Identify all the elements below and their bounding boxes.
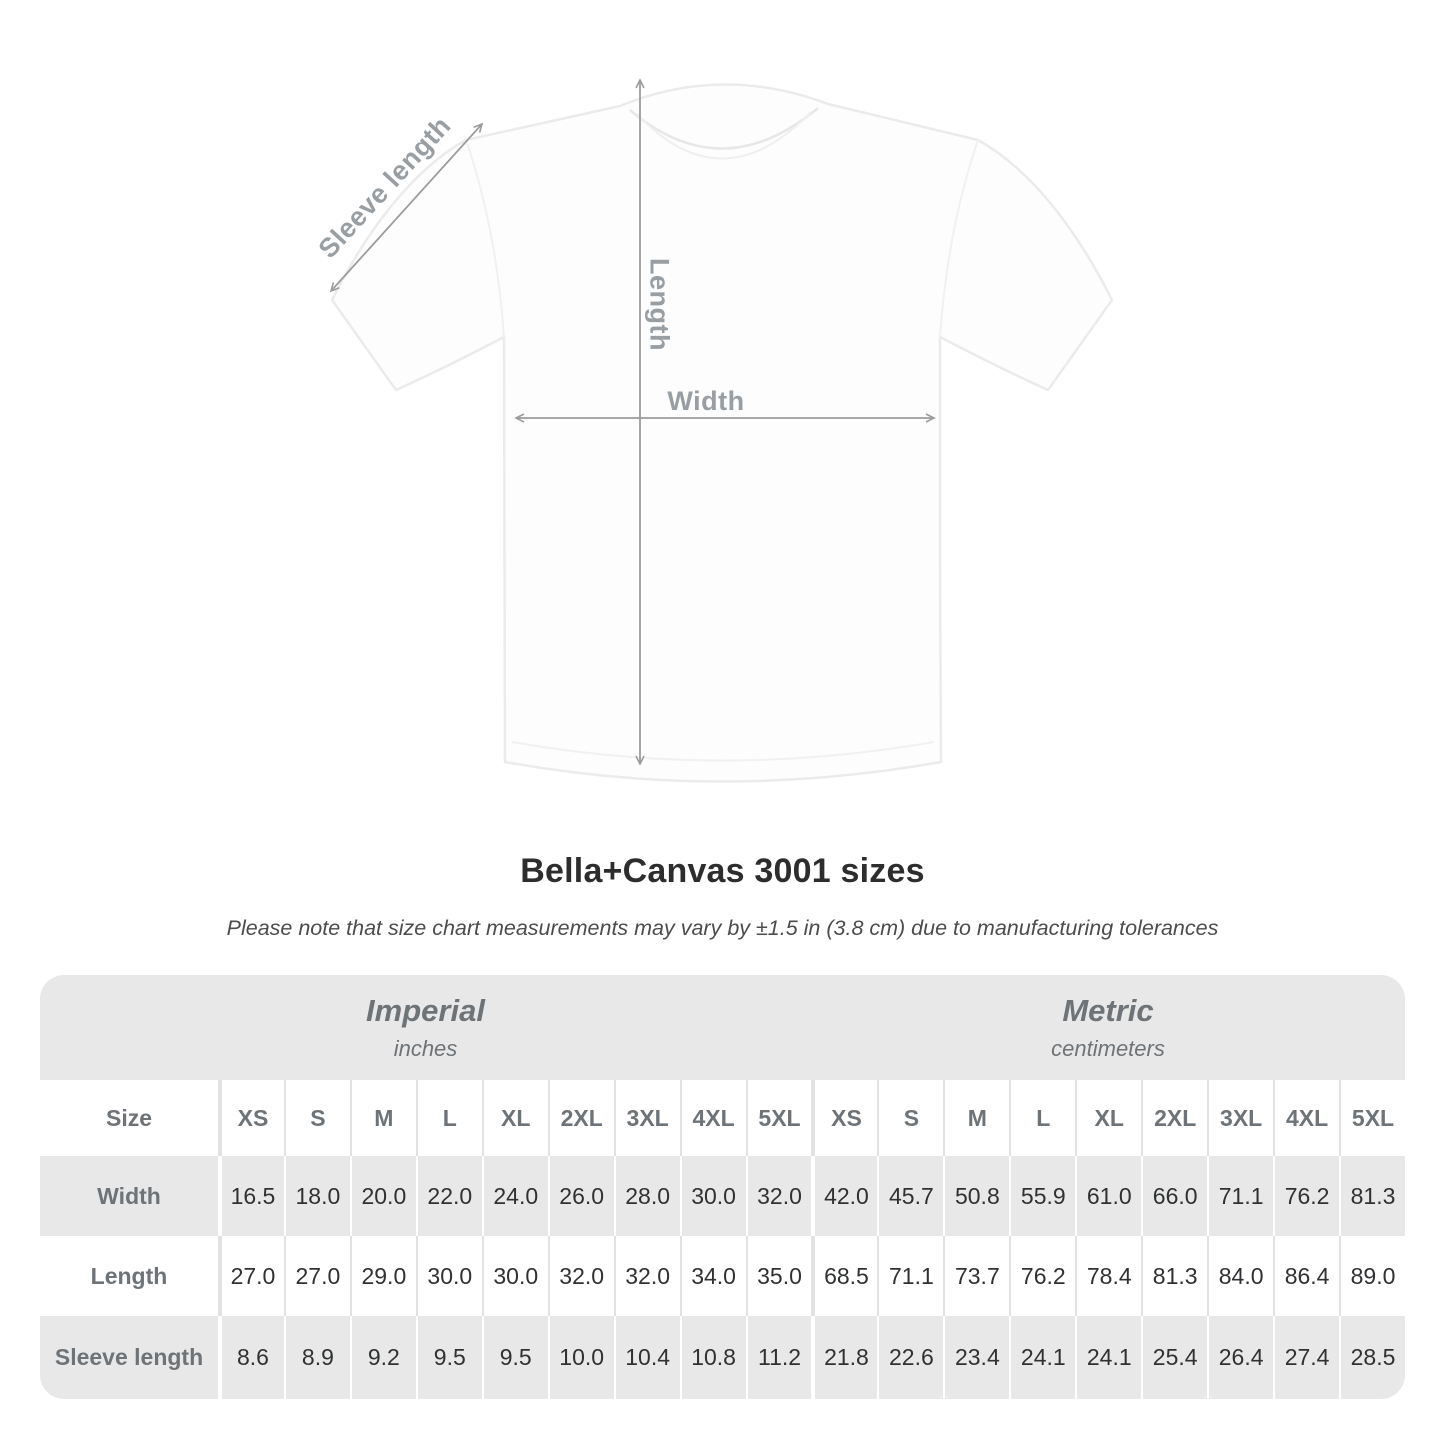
measurement-row-label: Length	[90, 1262, 168, 1289]
measurement-value-cell: 73.7	[943, 1236, 1009, 1316]
size-column-header: M	[943, 1080, 1009, 1156]
sleeve-length-arrow	[329, 122, 484, 293]
imperial-group-header: Imperial inches	[40, 975, 811, 1080]
measurement-value-cell: 32.0	[613, 1236, 680, 1316]
measurement-value-cell: 89.0	[1339, 1236, 1405, 1316]
width-label: Width	[667, 386, 745, 416]
measurement-value-cell: 9.2	[349, 1316, 416, 1399]
measurement-value-cell: 66.0	[1141, 1156, 1207, 1236]
tshirt-image	[329, 78, 1114, 783]
size-column-header: 2XL	[1141, 1080, 1207, 1156]
measurement-value-cell: 21.8	[811, 1316, 877, 1399]
measurement-value-cell: 30.0	[415, 1236, 482, 1316]
metric-group-unit: centimeters	[1051, 1036, 1165, 1061]
measurement-value-cell: 34.0	[679, 1236, 746, 1316]
size-table-grid: Size XS S M L XL 2XL 3XL 4XL 5XL XS S M L XL 2XL 3XL 4XL 5…	[40, 1080, 1405, 1399]
measurement-value-cell: 8.6	[218, 1316, 284, 1399]
measurement-value-cell: 27.4	[1273, 1316, 1339, 1399]
measurement-value-cell: 10.4	[613, 1316, 680, 1399]
measurement-value-cell: 30.0	[481, 1236, 548, 1316]
measurement-value-cell: 29.0	[349, 1236, 416, 1316]
measurement-value-cell: 10.0	[547, 1316, 614, 1399]
size-column-header: 5XL	[1339, 1080, 1405, 1156]
measurement-value-cell: 35.0	[745, 1236, 812, 1316]
measurement-value-cell: 24.0	[481, 1156, 548, 1236]
tolerance-note: Please note that size chart measurements…	[226, 916, 1219, 940]
measurement-value-cell: 22.6	[877, 1316, 943, 1399]
measurement-value-cell: 32.0	[547, 1236, 614, 1316]
measurement-value-cell: 84.0	[1207, 1236, 1273, 1316]
size-column-header: M	[349, 1080, 416, 1156]
table-row: Sleeve length 8.6 8.9 9.2 9.5 9.5 10.0 10.4 10.8…	[40, 1316, 1405, 1399]
size-column-header: S	[877, 1080, 943, 1156]
measurement-value-cell: 9.5	[415, 1316, 482, 1399]
measurement-value-cell: 71.1	[1207, 1156, 1273, 1236]
measurement-value-cell: 28.5	[1339, 1316, 1405, 1399]
table-row: Size XS S M L XL 2XL 3XL 4XL 5XL XS S M L XL 2XL 3XL 4XL 5…	[40, 1080, 1405, 1156]
measurement-value-cell: 27.0	[218, 1236, 284, 1316]
measurement-value-cell: 26.4	[1207, 1316, 1273, 1399]
measurement-value-cell: 81.3	[1339, 1156, 1405, 1236]
measurement-value-cell: 30.0	[679, 1156, 746, 1236]
size-column-header: L	[1009, 1080, 1075, 1156]
measurement-value-cell: 24.1	[1075, 1316, 1141, 1399]
unit-group-header-band: Imperial inches Metric centimeters	[40, 975, 1405, 1080]
page-title: Bella+Canvas 3001 sizes	[520, 852, 925, 890]
measurement-value-cell: 24.1	[1009, 1316, 1075, 1399]
measurement-value-cell: 23.4	[943, 1316, 1009, 1399]
size-column-header: S	[283, 1080, 350, 1156]
tshirt-diagram: Sleeve length Length Width	[313, 78, 1114, 783]
measurement-value-cell: 50.8	[943, 1156, 1009, 1236]
size-column-header: XS	[811, 1080, 877, 1156]
measurement-value-cell: 26.0	[547, 1156, 614, 1236]
size-column-header: 3XL	[1207, 1080, 1273, 1156]
measurement-value-cell: 42.0	[811, 1156, 877, 1236]
length-label: Length	[644, 258, 675, 351]
measurement-value-cell: 20.0	[349, 1156, 416, 1236]
measurement-row-label: Sleeve length	[54, 1344, 204, 1370]
measurement-value-cell: 86.4	[1273, 1236, 1339, 1316]
measurement-value-cell: 78.4	[1075, 1236, 1141, 1316]
measurement-value-cell: 81.3	[1141, 1236, 1207, 1316]
measurement-value-cell: 27.0	[283, 1236, 350, 1316]
size-column-header: XL	[1075, 1080, 1141, 1156]
measurement-value-cell: 76.2	[1009, 1236, 1075, 1316]
size-column-header: 2XL	[547, 1080, 614, 1156]
size-column-header: XS	[218, 1080, 284, 1156]
size-table: Imperial inches Metric centimeters Size X…	[40, 975, 1405, 1399]
measurement-value-cell: 25.4	[1141, 1316, 1207, 1399]
measurement-value-cell: 68.5	[811, 1236, 877, 1316]
measurement-value-cell: 11.2	[745, 1316, 812, 1399]
size-column-header: L	[415, 1080, 482, 1156]
measurement-value-cell: 76.2	[1273, 1156, 1339, 1236]
measurement-value-cell: 55.9	[1009, 1156, 1075, 1236]
size-column-header: 4XL	[679, 1080, 746, 1156]
measurement-value-cell: 61.0	[1075, 1156, 1141, 1236]
measurement-value-cell: 10.8	[679, 1316, 746, 1399]
measurement-value-cell: 16.5	[218, 1156, 284, 1236]
size-column-header: XL	[481, 1080, 548, 1156]
measurement-value-cell: 9.5	[481, 1316, 548, 1399]
metric-group-header: Metric centimeters	[811, 975, 1405, 1080]
measurement-value-cell: 71.1	[877, 1236, 943, 1316]
measurement-value-cell: 22.0	[415, 1156, 482, 1236]
measurement-value-cell: 32.0	[745, 1156, 812, 1236]
imperial-group-unit: inches	[393, 1036, 458, 1061]
table-row: Width 16.5 18.0 20.0 22.0 24.0 26.0 28.0 30.0 32.…	[40, 1156, 1405, 1236]
measurement-row-label: Width	[97, 1182, 161, 1209]
measurement-value-cell: 18.0	[283, 1156, 350, 1236]
table-row: Length 27.0 27.0 29.0 30.0 30.0 32.0 32.0 34.0 35…	[40, 1236, 1405, 1316]
size-column-header: 5XL	[745, 1080, 812, 1156]
measurement-arrows	[329, 78, 936, 766]
size-corner-header: Size	[105, 1104, 153, 1131]
imperial-group-label: Imperial	[366, 993, 485, 1028]
measurement-value-cell: 28.0	[613, 1156, 680, 1236]
measurement-value-cell: 45.7	[877, 1156, 943, 1236]
measurement-value-cell: 8.9	[283, 1316, 350, 1399]
size-column-header: 4XL	[1273, 1080, 1339, 1156]
size-column-header: 3XL	[613, 1080, 680, 1156]
metric-group-label: Metric	[1062, 993, 1154, 1028]
tshirt-silhouette	[330, 83, 1114, 783]
